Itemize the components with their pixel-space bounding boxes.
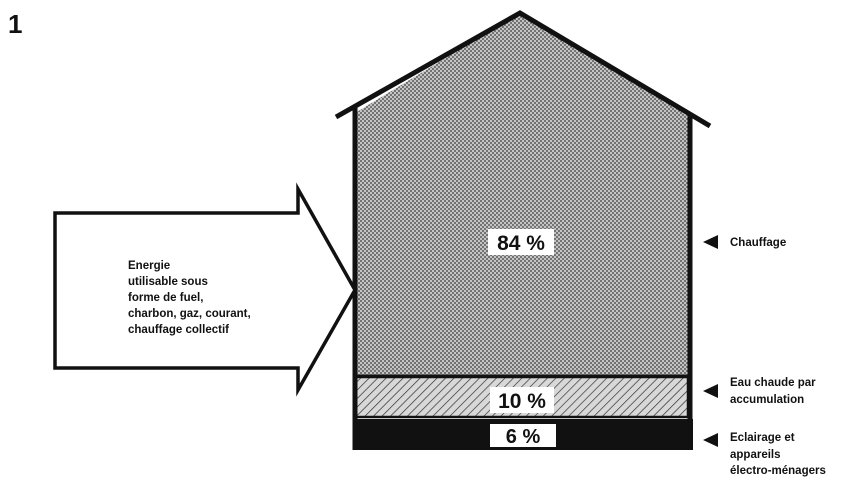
figure-number: 1 (8, 9, 22, 39)
hot-water-label-line-1: Eau chaude par (730, 377, 816, 389)
hot-water-pointer-icon (703, 384, 718, 398)
lighting-pointer-icon (703, 433, 718, 447)
house-roof-outline (334, 10, 712, 129)
lighting-label-line-3: électro-ménagers (730, 465, 826, 477)
heating-percent: 84 % (497, 232, 545, 255)
hot-water-percent-box (490, 387, 554, 413)
input-text-line-3: forme de fuel, (128, 292, 203, 304)
lighting-percent: 6 % (506, 426, 541, 448)
heating-label: Chauffage (730, 237, 786, 249)
hot-water-percent: 10 % (498, 390, 546, 413)
heating-percent-box (488, 229, 554, 255)
input-text-line-1: Energie (128, 260, 170, 272)
lighting-label-line-2: appareils (730, 449, 781, 461)
lighting-label-line-1: Eclairage et (730, 432, 795, 444)
heating-band (355, 13, 688, 375)
input-energy-arrow (53, 182, 358, 397)
heating-pointer-icon (703, 235, 718, 249)
input-text-line-4: charbon, gaz, courant, (128, 308, 251, 320)
hot-water-label-line-2: accumulation (730, 394, 804, 406)
input-text-line-5: chauffage collectif (128, 324, 229, 336)
input-text-line-2: utilisable sous (128, 276, 208, 288)
lighting-percent-box (490, 424, 556, 447)
